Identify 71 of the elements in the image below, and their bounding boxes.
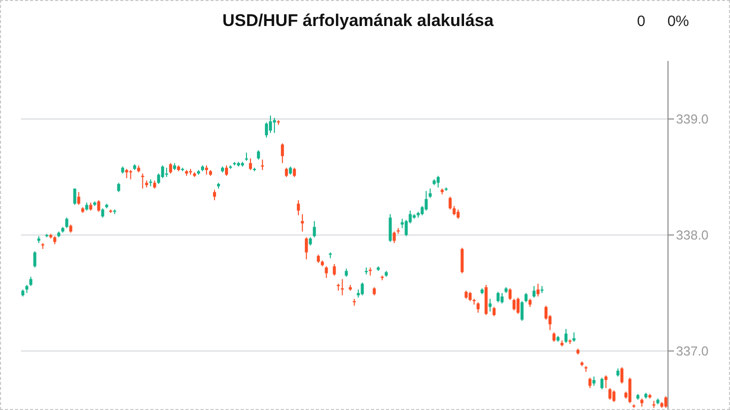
- candlestick: [436, 175, 440, 188]
- candlestick: [492, 306, 496, 317]
- candlestick: [608, 388, 612, 400]
- candlestick: [77, 192, 80, 206]
- candlestick: [612, 390, 616, 403]
- candlestick: [388, 214, 392, 242]
- candlestick: [592, 376, 596, 386]
- candlestick: [424, 190, 428, 212]
- candlestick: [524, 292, 528, 303]
- candlestick: [256, 150, 260, 160]
- candlestick: [520, 300, 524, 322]
- y-tick-label: 337.0: [676, 344, 709, 359]
- candlestick: [664, 396, 668, 408]
- candlestick: [169, 162, 172, 174]
- candlestick: [496, 291, 500, 303]
- candlestick: [468, 291, 472, 302]
- candlestick: [600, 377, 604, 390]
- candlestick: [452, 206, 456, 216]
- candlestick: [332, 264, 336, 276]
- candlestick: [73, 188, 76, 206]
- candlestick: [572, 332, 576, 342]
- candlestick: [628, 377, 632, 404]
- candlestick: [488, 298, 492, 312]
- candlestick: [392, 231, 396, 244]
- candlestick: [552, 332, 556, 342]
- candlestick: [129, 170, 132, 180]
- text: 0: [636, 13, 646, 30]
- candlestick: [300, 214, 304, 232]
- candlestick: [532, 286, 536, 298]
- candlestick: [620, 366, 624, 384]
- candlestick: [312, 220, 316, 238]
- y-tick-label: 338.0: [676, 228, 709, 243]
- candlestick: [500, 292, 504, 304]
- candlestick: [360, 282, 364, 296]
- candlestick: [292, 167, 296, 178]
- candlestick: [161, 164, 164, 179]
- candlestick: [476, 302, 480, 314]
- chart-title: USD/HUF árfolyamának alakulása: [222, 11, 494, 30]
- candlestick: [125, 168, 128, 179]
- candlestick: [564, 328, 568, 344]
- candlestick: [268, 115, 272, 134]
- candlestick: [508, 288, 512, 300]
- candlestick: [296, 200, 300, 216]
- candlestick: [284, 167, 288, 178]
- candlestick: [33, 250, 36, 268]
- candlestick: [29, 276, 32, 287]
- candlestick: [324, 266, 328, 278]
- candlestick: [588, 377, 592, 389]
- candlestick: [512, 298, 516, 311]
- candlestick: [213, 189, 216, 201]
- candlestick: [516, 297, 520, 314]
- text: 0%: [667, 13, 689, 30]
- candlestick: [304, 236, 308, 260]
- candlestick: [248, 158, 252, 171]
- candlestick: [428, 188, 432, 198]
- candlestick: [536, 283, 540, 297]
- candlestick: [101, 208, 104, 218]
- candlestick: [264, 122, 268, 138]
- candlestick: [117, 182, 120, 193]
- candlestick: [65, 217, 68, 229]
- candlestick: [97, 200, 100, 212]
- candlestick: [544, 305, 548, 320]
- candlestick: [460, 247, 464, 274]
- candlestick: [280, 142, 284, 164]
- candlestick: [225, 164, 228, 176]
- candlestick: [604, 374, 608, 389]
- candlestick: [456, 208, 460, 220]
- y-tick-label: 339.0: [676, 112, 709, 127]
- candlestick: [448, 196, 452, 210]
- candlestick: [205, 164, 208, 176]
- candlestick: [272, 117, 276, 134]
